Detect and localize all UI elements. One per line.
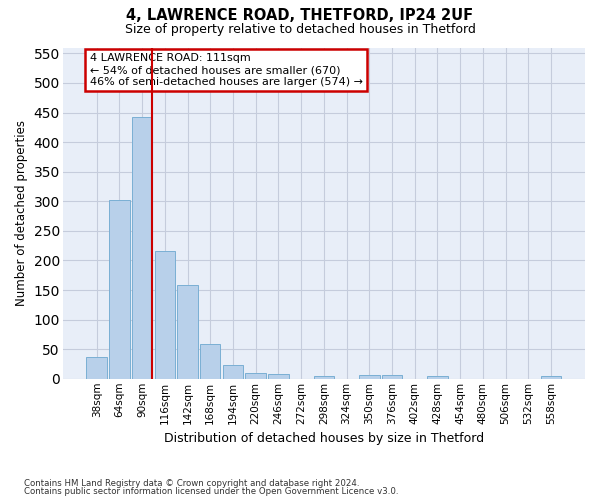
Text: 4 LAWRENCE ROAD: 111sqm
← 54% of detached houses are smaller (670)
46% of semi-d: 4 LAWRENCE ROAD: 111sqm ← 54% of detache… [90,54,363,86]
Text: Contains HM Land Registry data © Crown copyright and database right 2024.: Contains HM Land Registry data © Crown c… [24,478,359,488]
Bar [132,116,152,379]
Text: Size of property relative to detached houses in Thetford: Size of property relative to detached ho… [125,22,475,36]
Bar [109,200,130,379]
Bar [382,375,402,379]
Bar [268,374,289,379]
Bar [155,251,175,379]
Y-axis label: Number of detached properties: Number of detached properties [15,120,28,306]
Text: 4, LAWRENCE ROAD, THETFORD, IP24 2UF: 4, LAWRENCE ROAD, THETFORD, IP24 2UF [127,8,473,22]
Bar [200,344,220,379]
X-axis label: Distribution of detached houses by size in Thetford: Distribution of detached houses by size … [164,432,484,445]
Bar [223,364,243,379]
Bar [427,376,448,379]
Bar [178,286,198,379]
Text: Contains public sector information licensed under the Open Government Licence v3: Contains public sector information licen… [24,487,398,496]
Bar [314,376,334,379]
Bar [245,373,266,379]
Bar [359,375,380,379]
Bar [86,358,107,379]
Bar [541,376,561,379]
